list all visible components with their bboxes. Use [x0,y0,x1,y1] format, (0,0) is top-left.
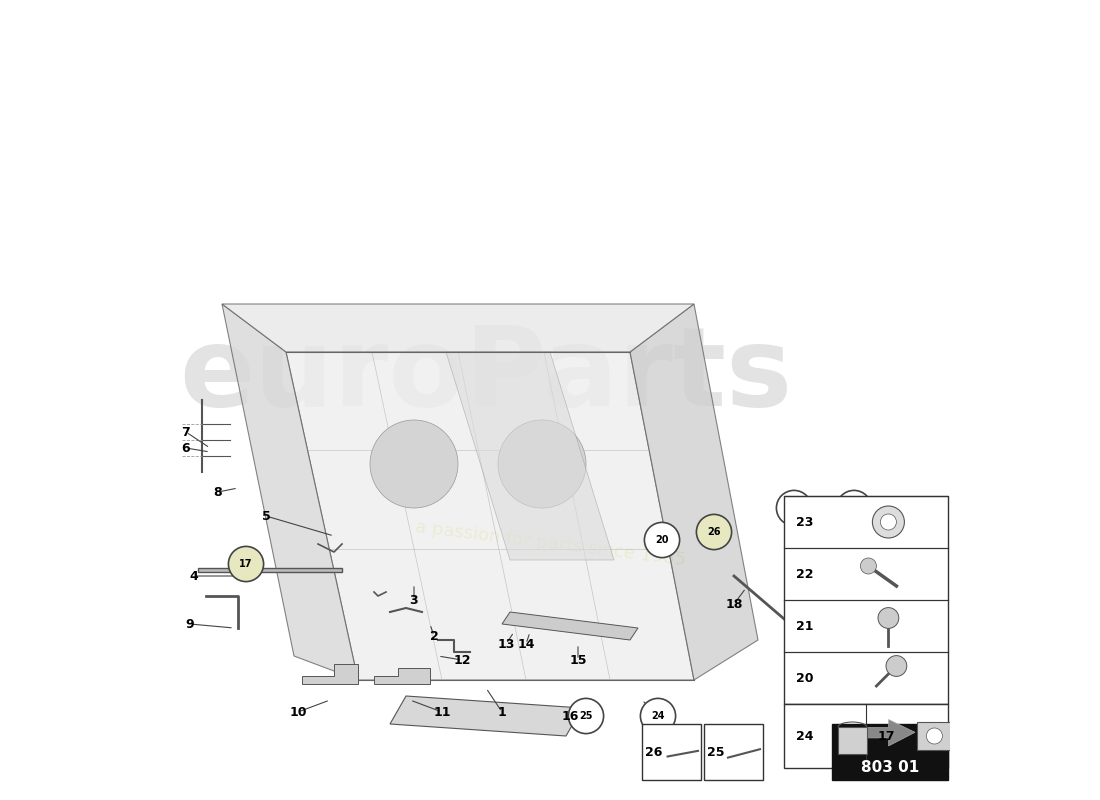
Text: 7: 7 [182,426,190,438]
Polygon shape [374,668,430,684]
Polygon shape [390,696,582,736]
Text: 17: 17 [878,730,895,742]
Text: 8: 8 [213,486,222,498]
Circle shape [860,558,877,574]
FancyBboxPatch shape [784,704,948,768]
Circle shape [857,618,892,654]
Text: 24: 24 [795,730,813,742]
Text: 25: 25 [580,711,593,721]
Circle shape [836,490,871,526]
Circle shape [926,728,943,744]
Circle shape [640,698,675,734]
Text: 24: 24 [651,711,664,721]
FancyBboxPatch shape [704,724,762,780]
Polygon shape [630,304,758,680]
Text: 18: 18 [725,598,742,610]
Polygon shape [852,719,915,746]
Circle shape [645,522,680,558]
FancyBboxPatch shape [642,724,701,780]
Text: euroParts: euroParts [179,322,793,430]
Circle shape [498,420,586,508]
Text: 15: 15 [570,654,586,666]
FancyBboxPatch shape [784,496,948,704]
Text: 10: 10 [289,706,307,718]
Text: 12: 12 [453,654,471,666]
Polygon shape [446,352,614,560]
Text: 22: 22 [847,503,860,513]
Text: 20: 20 [795,671,813,685]
Text: 16: 16 [561,710,579,722]
Circle shape [569,698,604,734]
Polygon shape [222,304,694,352]
Text: 19: 19 [817,718,835,730]
Circle shape [880,514,896,530]
Text: 1: 1 [497,706,506,718]
Text: 803 01: 803 01 [861,760,920,775]
Circle shape [370,420,458,508]
Polygon shape [302,664,358,684]
Text: 21: 21 [788,503,801,513]
Text: 25: 25 [707,746,725,758]
Text: 21: 21 [795,619,813,633]
Text: 11: 11 [433,706,451,718]
Text: 5: 5 [262,510,271,522]
Text: a passion for parts since 1985: a passion for parts since 1985 [414,518,686,570]
Polygon shape [222,304,358,680]
Polygon shape [198,568,342,572]
Circle shape [777,490,812,526]
Text: 22: 22 [795,567,813,581]
Text: 3: 3 [409,594,418,606]
Text: 9: 9 [186,618,195,630]
FancyBboxPatch shape [838,727,867,754]
Text: 23: 23 [795,515,813,529]
FancyBboxPatch shape [916,722,952,750]
Text: 26: 26 [707,527,721,537]
Text: 26: 26 [646,746,662,758]
Text: 17: 17 [240,559,253,569]
FancyBboxPatch shape [833,724,948,780]
Circle shape [878,608,899,629]
Text: 23: 23 [867,631,881,641]
Text: 4: 4 [189,570,198,582]
Text: 13: 13 [497,638,515,650]
Text: 6: 6 [182,442,190,454]
Circle shape [696,514,732,550]
Polygon shape [502,612,638,640]
Circle shape [872,506,904,538]
Text: 2: 2 [430,630,439,642]
Circle shape [886,656,906,677]
Text: 20: 20 [656,535,669,545]
Circle shape [229,546,264,582]
Polygon shape [286,352,694,680]
Text: 14: 14 [517,638,535,650]
